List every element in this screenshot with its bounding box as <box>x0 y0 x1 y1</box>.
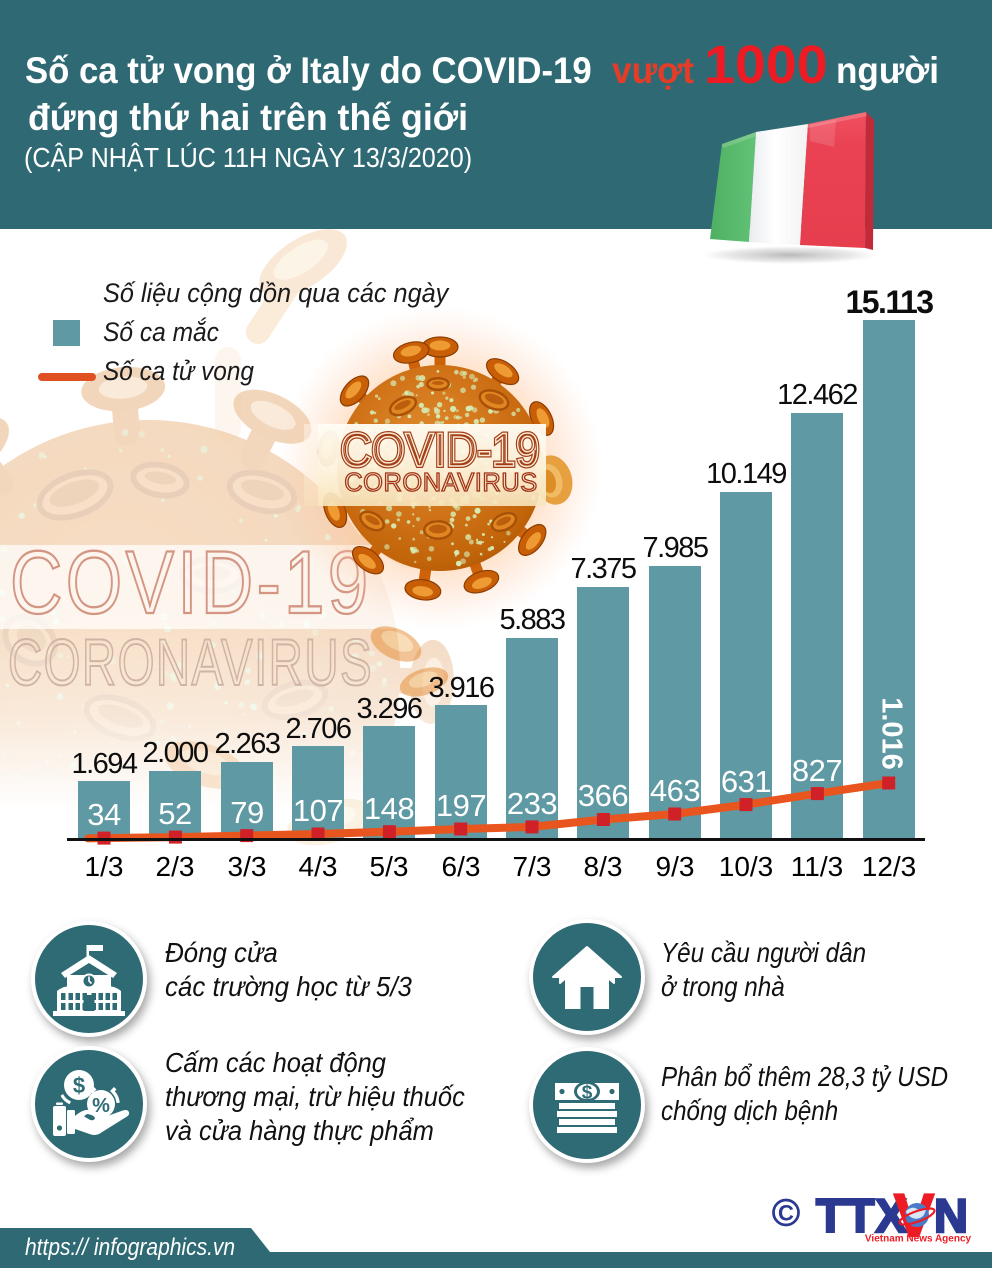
svg-text:CORONAVIRUS: CORONAVIRUS <box>8 626 373 700</box>
svg-text:$: $ <box>582 1083 593 1104</box>
svg-text:Vietnam News Agency: Vietnam News Agency <box>865 1234 972 1245</box>
svg-text:CORONAVIRUS: CORONAVIRUS <box>344 469 537 497</box>
svg-text:C: C <box>778 1201 794 1226</box>
svg-text:N: N <box>934 1189 968 1242</box>
svg-text:COVID-19: COVID-19 <box>340 423 539 476</box>
svg-text:COVID-19: COVID-19 <box>340 423 539 476</box>
svg-text:$: $ <box>73 1073 85 1098</box>
svg-text:%: % <box>92 1095 110 1117</box>
svg-text:TTX: TTX <box>816 1189 908 1242</box>
